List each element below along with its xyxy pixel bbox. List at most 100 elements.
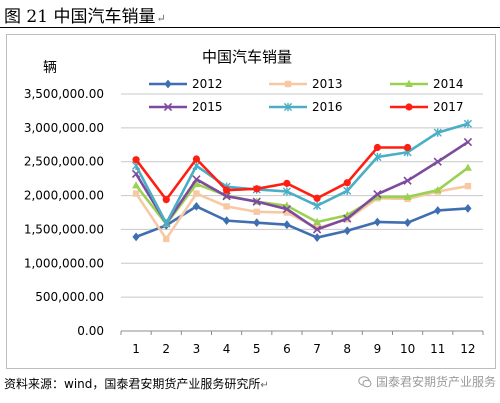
x-tick-label: 4 <box>223 342 231 356</box>
data-point <box>313 194 321 202</box>
data-point <box>253 185 261 193</box>
y-tick-label: 3,000,000.00 <box>24 121 104 135</box>
legend-label: 2015 <box>192 100 223 114</box>
data-point <box>403 218 412 228</box>
data-point <box>132 190 140 197</box>
y-axis-label: 辆 <box>43 60 57 76</box>
legend-item: 2017 <box>390 100 464 114</box>
data-point <box>192 202 201 211</box>
data-point <box>312 201 322 210</box>
x-tick-label: 9 <box>374 342 382 356</box>
y-tick-label: 1,000,000.00 <box>24 256 104 270</box>
x-tick-label: 3 <box>193 342 201 356</box>
data-point <box>433 128 442 137</box>
data-point <box>313 233 321 242</box>
series-line <box>135 166 469 226</box>
data-point <box>463 163 472 171</box>
data-point <box>253 218 261 228</box>
data-point <box>222 192 231 201</box>
figure-title: 图 21 中国汽车销量↵ <box>4 2 166 27</box>
data-point <box>343 214 352 223</box>
data-point <box>405 103 413 111</box>
data-point-stroke <box>403 176 412 185</box>
y-tick-label: 0.00 <box>77 324 104 338</box>
series-2012 <box>132 202 472 242</box>
data-point <box>343 226 351 236</box>
data-point-stroke <box>252 197 261 206</box>
data-point <box>373 192 382 200</box>
data-point <box>162 219 171 228</box>
data-point <box>405 79 413 87</box>
data-point <box>463 119 473 128</box>
legend-item: 2012 <box>149 77 223 91</box>
title-rule <box>0 27 500 28</box>
data-point <box>343 186 352 196</box>
data-point <box>253 208 260 216</box>
chart-frame: 中国汽车销量 辆 0.00 500,000.00 1,000,000.00 1,500… <box>6 34 496 369</box>
y-tick-label: 1,500,000.00 <box>24 222 104 236</box>
x-tick-label: 11 <box>430 342 445 356</box>
figure-title-text: 图 21 中国汽车销量 <box>4 7 156 27</box>
data-point <box>164 79 172 89</box>
data-point <box>222 216 231 226</box>
legend-item: 2013 <box>269 77 343 91</box>
legend-label: 2013 <box>312 77 343 91</box>
data-point <box>373 152 382 162</box>
data-point <box>252 197 261 206</box>
axes: 0.00 500,000.00 1,000,000.00 1,500,000.00 2,… <box>24 87 484 356</box>
data-point <box>192 175 201 184</box>
data-point <box>223 203 230 210</box>
x-tick-label: 12 <box>460 342 475 356</box>
legend-label: 2016 <box>312 100 343 114</box>
data-point-stroke <box>222 192 231 201</box>
chart-title: 中国汽车销量 <box>202 48 292 66</box>
y-tick-label: 2,000,000.00 <box>24 189 104 203</box>
data-point <box>343 179 351 187</box>
data-point-stroke <box>282 204 292 214</box>
source-text: 资料来源：wind，国泰君安期货产业服务研究所 <box>4 377 261 391</box>
data-point <box>283 209 291 216</box>
x-tick-label: 6 <box>283 342 291 356</box>
data-point <box>373 143 382 152</box>
data-point <box>193 190 200 197</box>
legend-label: 2012 <box>192 77 223 91</box>
series-line <box>135 205 469 239</box>
x-tick-label: 8 <box>343 342 351 356</box>
data-point <box>313 217 322 225</box>
series-lines <box>131 119 473 243</box>
data-point <box>373 217 382 227</box>
data-point <box>283 220 291 230</box>
legend: 2012 2013 2014 2015 2016 2017 <box>149 77 464 114</box>
series-line <box>135 146 408 201</box>
series-line <box>134 140 469 231</box>
series-line <box>134 122 469 225</box>
x-tick-label: 5 <box>253 342 261 356</box>
y-tick-label: 3,500,000.00 <box>24 87 104 101</box>
data-point <box>192 179 201 188</box>
data-point <box>163 235 170 243</box>
data-point <box>284 80 292 88</box>
watermark: 国泰君安期货产业服务 <box>358 373 496 390</box>
series-2017 <box>132 143 412 204</box>
legend-label: 2017 <box>433 100 464 114</box>
data-point-stroke <box>163 102 173 112</box>
grid-lines <box>121 93 483 298</box>
data-point <box>192 155 201 163</box>
data-point <box>373 190 382 199</box>
legend-item: 2016 <box>269 100 343 114</box>
data-point-stroke <box>463 137 473 147</box>
data-point <box>283 179 291 187</box>
paragraph-mark-icon: ↵ <box>156 12 166 25</box>
data-point-stroke <box>312 225 322 234</box>
data-point <box>163 102 173 112</box>
wechat-logo-icon <box>358 375 372 387</box>
data-point <box>433 185 442 194</box>
data-point-stroke <box>192 175 201 184</box>
data-point <box>464 182 472 190</box>
data-point <box>463 137 473 147</box>
watermark-text: 国泰君安期货产业服务 <box>375 375 496 389</box>
legend-item: 2015 <box>149 100 223 114</box>
data-point <box>282 187 292 196</box>
data-point <box>222 186 231 194</box>
data-point <box>434 206 442 215</box>
